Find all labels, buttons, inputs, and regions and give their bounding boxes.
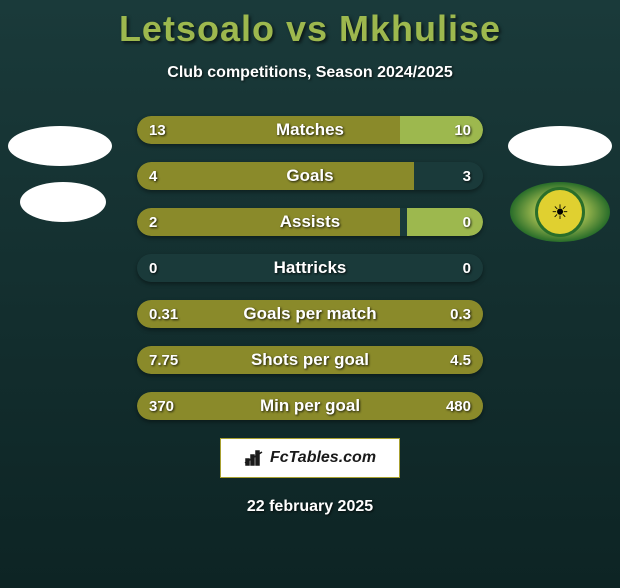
stat-label: Goals per match: [137, 300, 483, 328]
stat-left-value: 7.75: [149, 346, 178, 374]
stat-left-value: 2: [149, 208, 157, 236]
subtitle: Club competitions, Season 2024/2025: [0, 64, 620, 82]
fctables-logo: FcTables.com: [220, 438, 400, 478]
stat-left-value: 0: [149, 254, 157, 282]
player-right-club-badge: ☀: [508, 184, 612, 240]
stat-label: Min per goal: [137, 392, 483, 420]
player-left-badge-2: [20, 174, 106, 230]
stat-row: 13 10Matches: [137, 116, 483, 144]
club-crest-icon: ☀: [535, 187, 585, 237]
stat-label: Matches: [137, 116, 483, 144]
stat-label: Shots per goal: [137, 346, 483, 374]
stat-right-value: 4.5: [450, 346, 471, 374]
stat-right-value: 3: [463, 162, 471, 190]
stat-left-value: 0.31: [149, 300, 178, 328]
footer-logo-text: FcTables.com: [270, 449, 376, 467]
stat-right-value: 10: [454, 116, 471, 144]
chart-icon: [244, 449, 264, 467]
stats-bars: 1310Matches43Goals20Assists00Hattricks0.…: [137, 116, 483, 420]
stat-row: 2 0Assists: [137, 208, 483, 236]
stat-row: 4 3Goals: [137, 162, 483, 190]
player-right-badge-1: [508, 118, 612, 174]
stat-row: 0.31 0.3Goals per match: [137, 300, 483, 328]
stat-row: 0 0Hattricks: [137, 254, 483, 282]
stat-right-value: 0.3: [450, 300, 471, 328]
stat-left-value: 4: [149, 162, 157, 190]
stat-left-value: 370: [149, 392, 174, 420]
stat-right-value: 480: [446, 392, 471, 420]
date-text: 22 february 2025: [0, 498, 620, 516]
player-left-badge-1: [8, 118, 112, 174]
stat-row: 370 480Min per goal: [137, 392, 483, 420]
stat-right-value: 0: [463, 254, 471, 282]
stat-left-value: 13: [149, 116, 166, 144]
stat-row: 7.75 4.5Shots per goal: [137, 346, 483, 374]
page-title: Letsoalo vs Mkhulise: [0, 8, 620, 50]
stat-right-value: 0: [463, 208, 471, 236]
stat-label: Assists: [137, 208, 483, 236]
stat-label: Hattricks: [137, 254, 483, 282]
stat-label: Goals: [137, 162, 483, 190]
